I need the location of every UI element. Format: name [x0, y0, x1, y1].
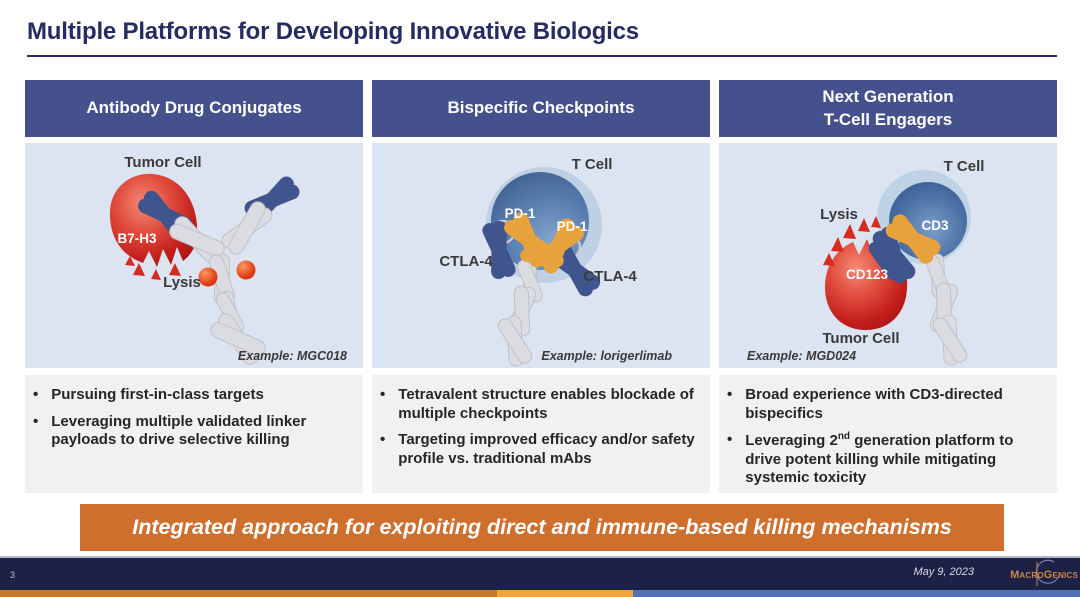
- macrogenics-logo: MacroGenics: [1010, 569, 1078, 581]
- bullet-dot: •: [33, 412, 39, 430]
- lysis-triangle: [858, 218, 870, 232]
- title-underline: Multiple Platforms for Developing Innova…: [27, 18, 1057, 57]
- lysis-triangle: [831, 237, 844, 252]
- lysis-triangle: [125, 256, 135, 266]
- pd1-label-left: PD-1: [505, 206, 536, 221]
- t-cell-label: T Cell: [572, 156, 613, 173]
- lysis-triangle: [151, 269, 161, 280]
- example-caption: Example: MGD024: [747, 349, 856, 363]
- bullet-text: Broad experience with CD3-directed bispe…: [745, 386, 1003, 422]
- column-antibody-drug-conjugates: Antibody Drug Conjugates: [25, 80, 363, 493]
- slide-date: May 9, 2023: [913, 566, 974, 578]
- tcell-engager-illustration: T Cell CD3 Lysis CD123 Tumor Cell Exampl…: [719, 143, 1057, 368]
- bullet-dot: •: [380, 386, 386, 403]
- macrogenics-swoosh-icon: [1035, 559, 1060, 586]
- footer-strip-orange-dark: [0, 590, 497, 597]
- bullet-dot: •: [33, 386, 39, 403]
- bullet-text: Tetravalent structure enables blockade o…: [398, 386, 694, 422]
- lysis-triangle: [169, 263, 181, 276]
- ctla4-label-right: CTLA-4: [583, 268, 637, 285]
- bullet-text: Pursuing first-in-class targets: [51, 386, 264, 403]
- bullet-item: • Targeting improved efficacy and/or saf…: [380, 431, 700, 468]
- bispecific-bullet-panel: • Tetravalent structure enables blockade…: [372, 375, 710, 493]
- column-header: Bispecific Checkpoints: [372, 80, 710, 137]
- tumor-cell-shape: [109, 173, 198, 267]
- bullet-item: • Pursuing first-in-class targets: [33, 386, 353, 405]
- lysis-label: Lysis: [820, 206, 858, 223]
- superscript: nd: [837, 431, 851, 443]
- footer-strip-orange-bright: [497, 590, 633, 597]
- bullet-item: • Leveraging multiple validated linker p…: [33, 413, 353, 450]
- lysis-triangle: [843, 224, 856, 239]
- column-header-label-line2: T-Cell Engagers: [823, 109, 953, 129]
- footer-bar: 3 May 9, 2023 MacroGenics: [0, 558, 1080, 590]
- adc-bullet-panel: • Pursuing first-in-class targets • Leve…: [25, 375, 363, 493]
- page-number: 3: [10, 570, 16, 580]
- b7h3-label: B7-H3: [117, 231, 157, 246]
- payload-dot: [236, 260, 256, 280]
- bullet-text: Targeting improved efficacy and/or safet…: [398, 431, 695, 467]
- lysis-triangle: [133, 263, 145, 276]
- column-header-label: Antibody Drug Conjugates: [86, 98, 302, 118]
- cd123-label: CD123: [846, 267, 889, 282]
- tumor-cell-label: Tumor Cell: [822, 330, 899, 347]
- example-caption: Example: MGC018: [238, 349, 347, 363]
- lysis-label: Lysis: [163, 274, 201, 291]
- column-header: Next Generation T-Cell Engagers: [719, 80, 1057, 137]
- page-title: Multiple Platforms for Developing Innova…: [27, 18, 639, 45]
- lysis-triangle: [871, 216, 881, 228]
- t-cell-label: T Cell: [944, 158, 985, 175]
- tumor-cell-label: Tumor Cell: [124, 154, 201, 171]
- footer-strip-blue: [633, 590, 1080, 597]
- adc-diagram: Tumor Cell B7-H3 Lysis Example: MGC018: [109, 154, 347, 368]
- antibody-gray-chain: [923, 252, 970, 366]
- summary-banner-text: Integrated approach for exploiting direc…: [132, 515, 952, 539]
- column-header: Antibody Drug Conjugates: [25, 80, 363, 137]
- cd3-label: CD3: [921, 218, 948, 233]
- bispecific-diagram: T Cell PD-1 PD-1 CTLA-4 CTLA-4 Example: …: [439, 156, 672, 367]
- bullet-dot: •: [380, 431, 386, 449]
- tcell-engager-diagram: T Cell CD3 Lysis CD123 Tumor Cell Exampl…: [747, 158, 985, 366]
- column-header-label-line1: Next Generation: [822, 87, 954, 107]
- pd1-label-right: PD-1: [557, 219, 588, 234]
- column-bispecific-checkpoints: Bispecific Checkpoints: [372, 80, 710, 493]
- bullet-dot: •: [727, 431, 733, 449]
- bullet-item: • Broad experience with CD3-directed bis…: [727, 386, 1047, 423]
- column-header-label: Bispecific Checkpoints: [447, 98, 635, 118]
- example-caption: Example: lorigerlimab: [541, 349, 672, 363]
- footer-divider: [0, 556, 1080, 558]
- bullet-dot: •: [727, 386, 733, 403]
- tcell-engager-bullet-panel: • Broad experience with CD3-directed bis…: [719, 375, 1057, 493]
- summary-banner: Integrated approach for exploiting direc…: [80, 504, 1004, 551]
- bullet-item: • Leveraging 2nd generation platform to …: [727, 431, 1047, 488]
- lysis-triangle: [823, 253, 835, 266]
- payload-dot: [198, 267, 218, 287]
- ctla4-label-left: CTLA-4: [439, 253, 493, 270]
- bullet-text: Leveraging 2nd generation platform to dr…: [745, 431, 1014, 487]
- bispecific-illustration: T Cell PD-1 PD-1 CTLA-4 CTLA-4 Example: …: [372, 143, 710, 368]
- adc-illustration: Tumor Cell B7-H3 Lysis Example: MGC018: [25, 143, 363, 368]
- column-next-gen-tcell-engagers: Next Generation T-Cell Engagers: [719, 80, 1057, 493]
- bullet-item: • Tetravalent structure enables blockade…: [380, 386, 700, 423]
- bullet-text: Leveraging multiple validated linker pay…: [51, 412, 307, 449]
